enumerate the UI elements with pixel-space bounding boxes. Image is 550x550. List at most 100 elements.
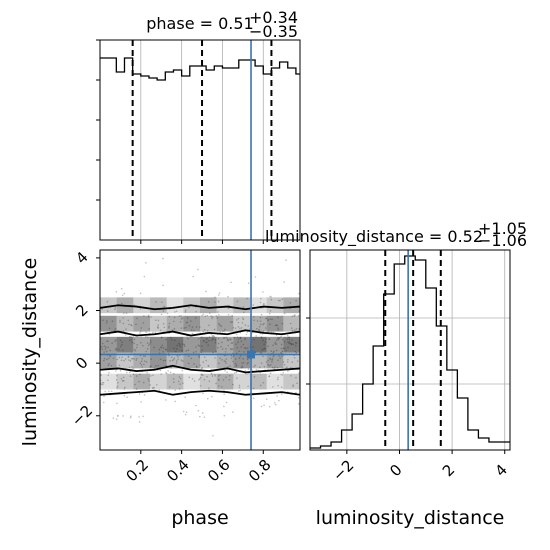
joint-scatter-point <box>112 417 115 419</box>
joint-scatter-point <box>262 323 264 326</box>
joint-scatter-point <box>287 358 289 361</box>
joint-scatter-point <box>202 361 205 363</box>
joint-scatter-point <box>117 382 119 384</box>
joint-scatter-point <box>255 368 258 371</box>
joint-scatter-point <box>240 340 243 342</box>
joint-scatter-point <box>217 378 220 380</box>
joint-scatter-point <box>296 360 299 362</box>
joint-density-cell <box>266 373 284 390</box>
joint-scatter-point <box>198 378 201 380</box>
joint-scatter-point <box>190 329 193 331</box>
joint-scatter-point <box>205 359 208 362</box>
joint-scatter-point <box>233 336 236 339</box>
joint-scatter-point <box>174 389 176 391</box>
joint-ytick-label-0: −2 <box>68 402 96 430</box>
joint-scatter-point <box>182 410 185 413</box>
joint-scatter-point <box>179 321 182 323</box>
joint-scatter-point <box>247 325 249 327</box>
joint-density-cell <box>133 315 150 332</box>
joint-scatter-point <box>144 355 147 357</box>
joint-scatter-point <box>199 364 201 367</box>
joint-scatter-point <box>140 401 142 403</box>
joint-scatter-point <box>277 376 279 379</box>
joint-scatter-point <box>211 317 213 320</box>
joint-scatter-point <box>225 401 228 404</box>
joint-scatter-point <box>297 402 300 405</box>
joint-scatter-point <box>230 357 233 360</box>
joint-scatter-point <box>193 380 196 383</box>
joint-scatter-point <box>184 396 187 399</box>
joint-scatter-point <box>133 358 135 360</box>
joint-scatter-point <box>132 373 135 376</box>
joint-scatter-point <box>244 338 246 341</box>
joint-density-cell <box>283 315 300 332</box>
joint-scatter-point <box>272 386 274 388</box>
joint-density-cell <box>100 297 117 314</box>
joint-scatter-point <box>120 359 123 362</box>
joint-density-cell <box>133 336 150 353</box>
joint-scatter-point <box>142 344 144 347</box>
joint-scatter-point <box>225 376 227 379</box>
joint-scatter-point <box>116 374 118 377</box>
joint-scatter-point <box>143 363 145 366</box>
joint-scatter-point <box>115 370 117 372</box>
joint-scatter-point <box>267 363 269 366</box>
joint-scatter-point <box>213 373 216 376</box>
joint-scatter-point <box>105 322 108 324</box>
joint-scatter-point <box>139 341 142 344</box>
joint-scatter-point <box>258 329 261 332</box>
ld-xtick-label-2: 2 <box>439 461 458 480</box>
joint-scatter-point <box>119 319 121 322</box>
joint-scatter-point <box>190 357 193 360</box>
joint-scatter-point <box>280 373 282 376</box>
joint-scatter-point <box>208 387 210 389</box>
joint-scatter-point <box>246 347 249 349</box>
joint-scatter-point <box>150 316 152 318</box>
joint-scatter-point <box>231 321 233 323</box>
joint-scatter-point <box>121 294 124 296</box>
joint-scatter-point <box>146 342 149 344</box>
phase-hist-frame <box>99 39 301 241</box>
joint-scatter-point <box>230 354 233 357</box>
joint-scatter-point <box>242 318 245 321</box>
joint-scatter-point <box>268 405 271 408</box>
joint-scatter-point <box>177 356 179 358</box>
joint-scatter-point <box>100 374 103 376</box>
joint-scatter-point <box>241 365 243 367</box>
joint-scatter-point <box>282 338 284 341</box>
joint-scatter-point <box>236 336 239 339</box>
phase-title-sup: +0.34 <box>249 8 298 27</box>
joint-scatter-point <box>165 371 167 374</box>
joint-scatter-point <box>278 399 280 402</box>
joint-contour-2 <box>99 329 301 337</box>
joint-scatter-point <box>281 355 283 358</box>
joint-scatter-point <box>128 323 130 326</box>
joint-scatter-point <box>145 262 147 264</box>
joint-scatter-point <box>162 257 164 260</box>
joint-scatter-point <box>134 383 136 386</box>
joint-scatter-point <box>122 322 125 325</box>
joint-scatter-point <box>260 362 263 364</box>
joint-scatter-point <box>223 330 225 332</box>
phase-title-main: phase = 0.51 <box>146 14 253 33</box>
joint-xtick-label-1: 0.4 <box>163 456 193 486</box>
joint-scatter-point <box>112 357 115 360</box>
joint-scatter-point <box>145 335 147 338</box>
joint-scatter-point <box>182 382 184 384</box>
joint-scatter-point <box>262 355 264 358</box>
joint-scatter-point <box>106 320 108 322</box>
joint-scatter-point <box>102 401 105 404</box>
joint-scatter-point <box>252 304 255 306</box>
joint-scatter-point <box>130 324 132 326</box>
joint-scatter-point <box>201 412 204 414</box>
joint-scatter-point <box>226 339 229 341</box>
joint-scatter-point <box>161 301 163 304</box>
joint-scatter-point <box>259 301 262 304</box>
joint-scatter-point <box>219 331 222 333</box>
joint-scatter-point <box>168 322 171 325</box>
joint-scatter-point <box>145 331 147 333</box>
joint-scatter-point <box>169 360 171 362</box>
joint-scatter-point <box>173 316 176 319</box>
joint-scatter-point <box>116 385 119 387</box>
joint-scatter-point <box>140 330 142 333</box>
